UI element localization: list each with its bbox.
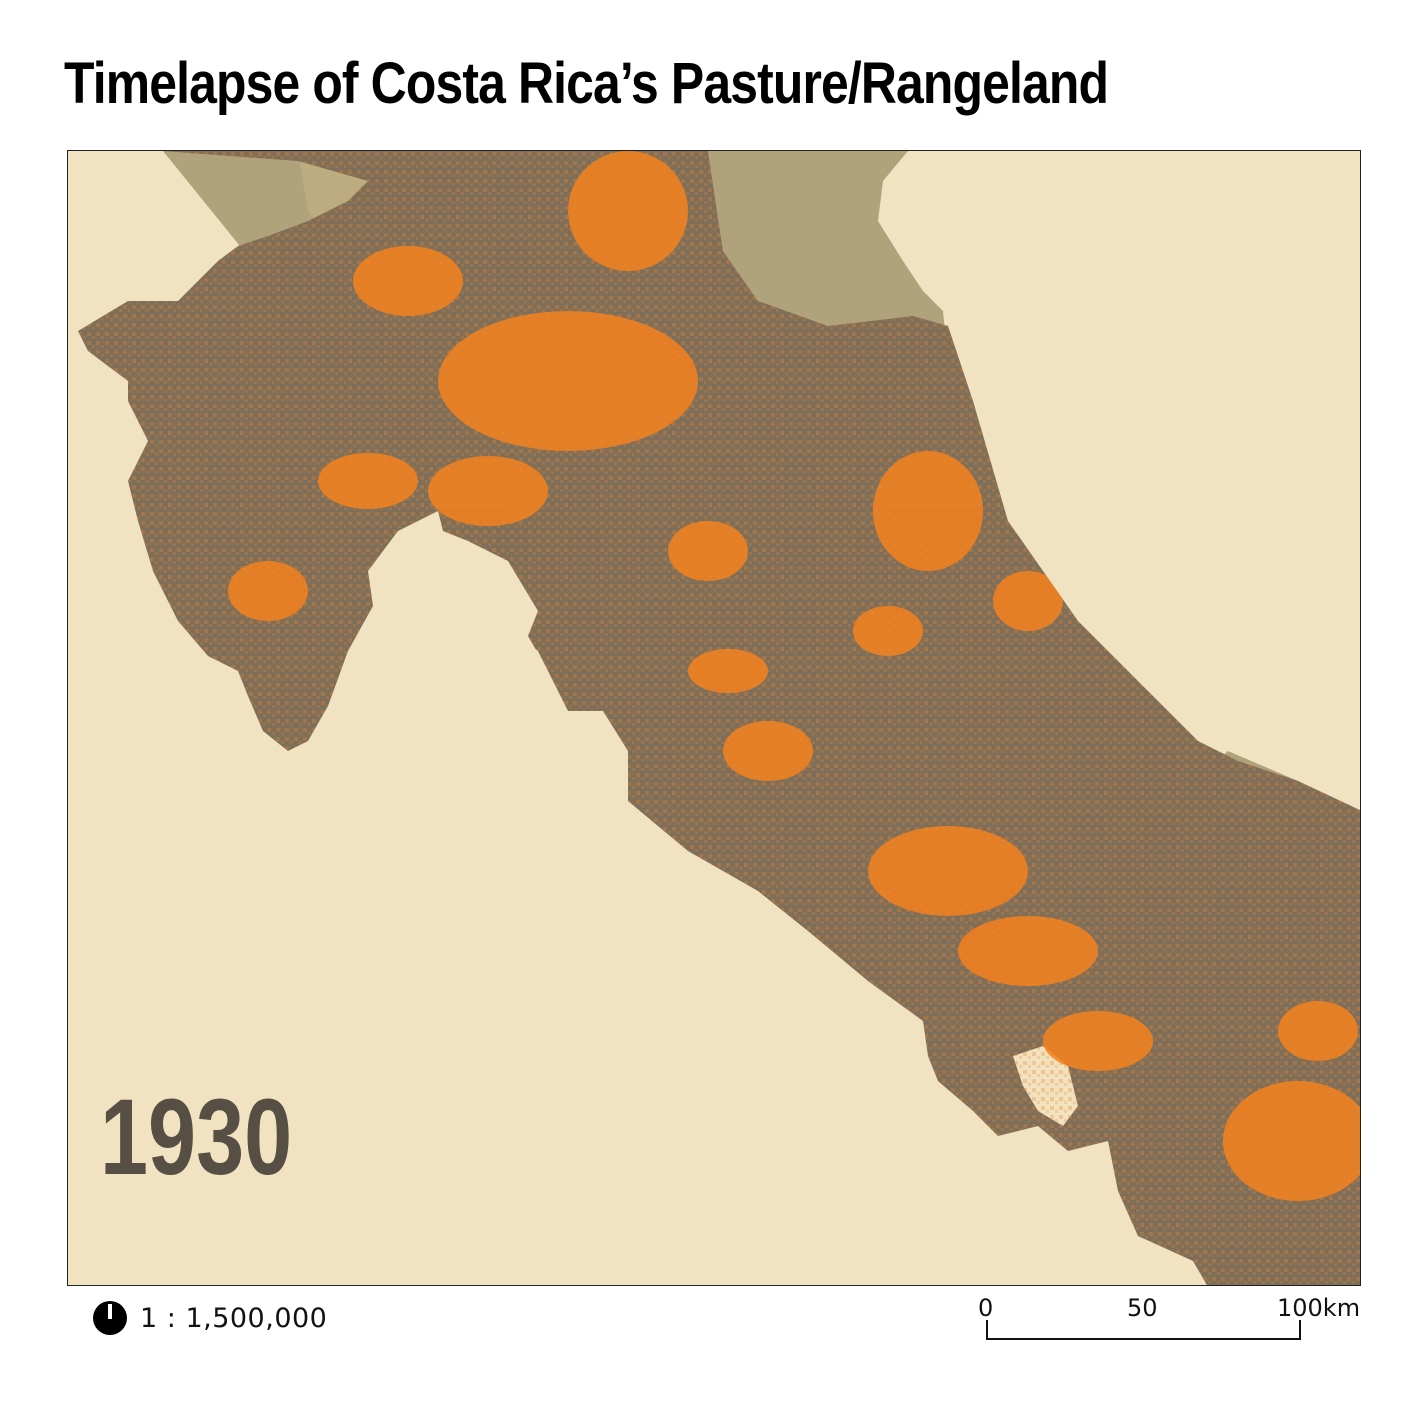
scale-bar-line [987,1338,1300,1340]
page-title: Timelapse of Costa Rica’s Pasture/Rangel… [64,51,1109,116]
scale-tick-0 [986,1320,988,1340]
year-label: 1930 [100,1076,293,1197]
scale-label-50: 50 [1127,1294,1158,1322]
north-arrow-icon [93,1301,127,1335]
scale-label-100: 100km [1277,1294,1361,1322]
scale-label-0: 0 [978,1294,994,1322]
map-canvas [78,151,1360,1285]
scale-ratio: 1 : 1,500,000 [140,1303,328,1334]
map-frame [67,150,1361,1286]
gulf-of-nicoya [428,546,548,691]
scale-bar: 0 50 100km [960,1290,1380,1350]
scale-tick-100 [1299,1320,1301,1340]
